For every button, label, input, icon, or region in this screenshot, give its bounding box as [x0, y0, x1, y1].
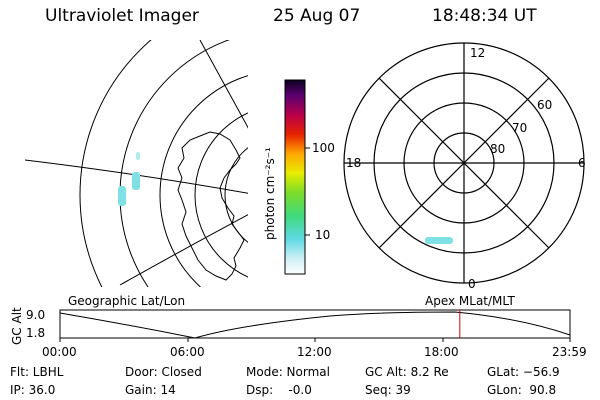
mlt-label-12: 12 — [470, 46, 486, 60]
aurora-patches — [118, 152, 140, 206]
altitude-plot — [59, 309, 571, 342]
date-label: 25 Aug 07 — [273, 6, 361, 26]
x-ticks — [59, 338, 571, 342]
mlat-label-80: 80 — [490, 142, 506, 156]
longitude-lines — [25, 40, 248, 286]
altitude-ytick-high: 9.0 — [26, 308, 46, 322]
altitude-ylabel: GC Alt — [10, 307, 24, 345]
mlat-label-60: 60 — [537, 98, 553, 112]
xtick-0000: 00:00 — [42, 345, 77, 359]
mlt-label-6: 6 — [578, 156, 586, 170]
info-seq: Seq: 39 — [365, 383, 411, 397]
info-mode: Mode: Normal — [246, 365, 330, 379]
polar-plot — [343, 42, 585, 284]
xtick-0600: 06:00 — [170, 345, 205, 359]
info-filter: Flt: LBHL — [10, 365, 64, 379]
colorbar-tick-100: 100 — [312, 141, 335, 155]
info-glon: GLon: 90.8 — [487, 383, 557, 397]
colorbar-unit: photon cm⁻²s⁻¹ — [263, 147, 277, 240]
info-door: Door: Closed — [125, 365, 202, 379]
xtick-2359: 23:59 — [552, 345, 587, 359]
xtick-1800: 18:00 — [424, 345, 459, 359]
right-panel-caption: Apex MLat/MLT — [425, 294, 515, 308]
colorbar-tick-10: 10 — [315, 228, 331, 242]
mlt-label-0: 0 — [468, 277, 476, 291]
info-dsp: Dsp: -0.0 — [246, 383, 312, 397]
coastline — [177, 131, 245, 281]
altitude-ytick-low: 1.8 — [26, 326, 46, 340]
mlat-label-70: 70 — [512, 121, 528, 135]
info-gain: Gain: 14 — [125, 383, 176, 397]
mlt-label-18: 18 — [346, 156, 362, 170]
left-panel-caption: Geographic Lat/Lon — [68, 294, 186, 308]
colorbar — [284, 79, 310, 275]
xtick-1200: 12:00 — [297, 345, 332, 359]
info-glat: GLat: −56.9 — [487, 365, 560, 379]
polar-aurora — [425, 237, 453, 244]
info-ip: IP: 36.0 — [10, 383, 56, 397]
time-label: 18:48:34 UT — [432, 6, 537, 26]
geographic-map — [25, 40, 248, 287]
instrument-title: Ultraviolet Imager — [45, 6, 199, 26]
info-gc-alt: GC Alt: 8.2 Re — [365, 365, 449, 379]
